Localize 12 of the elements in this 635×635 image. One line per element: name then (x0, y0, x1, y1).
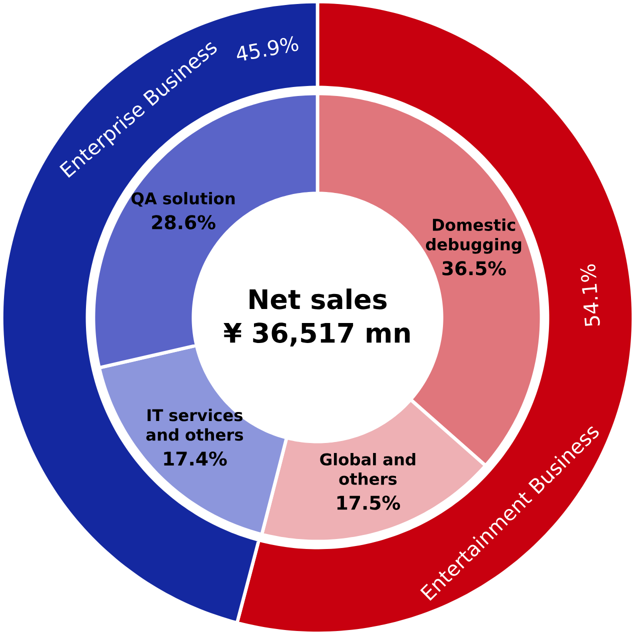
text: ¥ 36,517 mn (224, 322, 410, 346)
data-label: 54.1% (580, 264, 600, 326)
slice-label: IT services and others (146, 408, 243, 441)
text: Net sales (250, 288, 387, 310)
slice-label: Domestic debugging (426, 218, 522, 254)
slice-label: Global and others (320, 452, 416, 485)
data-label: 36.5% (442, 261, 506, 276)
slice-label: QA solution (132, 192, 235, 207)
data-label: 28.6% (152, 215, 216, 230)
data-label: 45.9% (236, 36, 298, 60)
data-label: 17.5% (337, 496, 400, 510)
data-label: 17.4% (164, 451, 227, 466)
